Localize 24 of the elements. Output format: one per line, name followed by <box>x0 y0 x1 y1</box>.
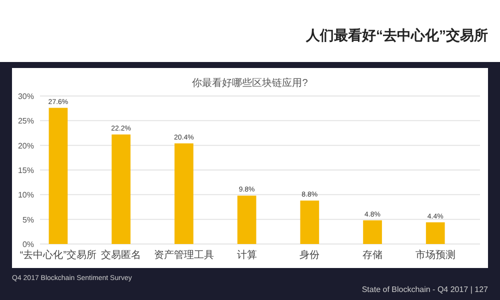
bar <box>237 196 256 244</box>
y-tick-label: 30% <box>18 92 34 101</box>
x-tick-label: 交易匿名 <box>101 249 142 261</box>
chart-title: 人们最看好“去中心化”交易所 <box>305 27 488 43</box>
bar <box>174 143 194 244</box>
bar <box>300 200 320 244</box>
x-tick-label: “去中心化”交易所 <box>20 249 97 261</box>
chart-subtitle: 你最看好哪些区块链应用? <box>192 77 308 89</box>
y-tick-label: 10% <box>18 190 34 200</box>
y-tick-label: 20% <box>18 141 34 150</box>
x-tick-label: 计算 <box>236 249 257 261</box>
y-tick-label: 5% <box>22 215 34 224</box>
bar <box>363 220 382 244</box>
y-tick-label: 0% <box>22 240 34 249</box>
text: State of Blockchain - Q4 2017 | 127 <box>362 285 489 294</box>
x-tick-label: 身份 <box>300 249 320 261</box>
bar <box>48 108 68 244</box>
bar <box>112 134 131 244</box>
x-tick-label: 存储 <box>362 249 383 261</box>
x-tick-label: 资产管理工具 <box>154 249 214 261</box>
y-tick-label: 15% <box>18 166 34 175</box>
y-tick-label: 25% <box>18 116 34 126</box>
x-tick-label: 市场预测 <box>415 249 456 261</box>
bar <box>426 222 445 244</box>
